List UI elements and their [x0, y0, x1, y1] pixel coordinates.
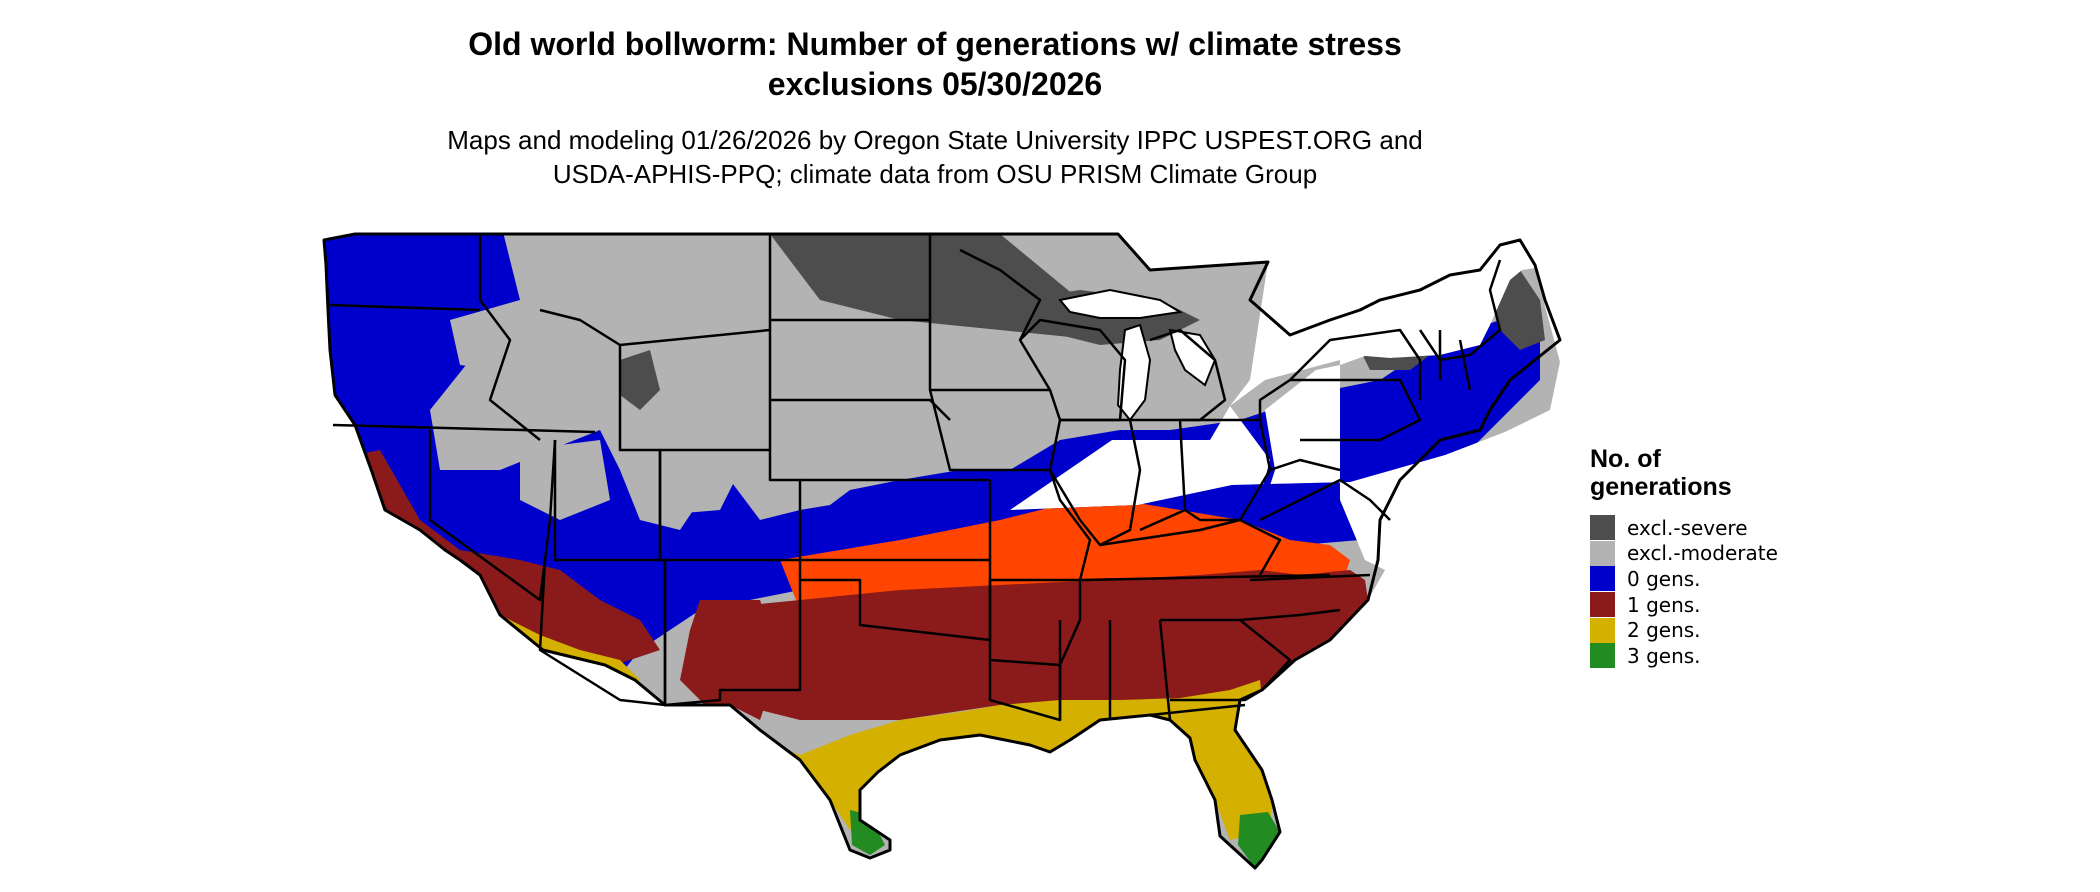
- legend-label: excl.-moderate: [1627, 541, 1778, 566]
- legend-item-excl-severe: excl.-severe: [1590, 515, 1778, 541]
- border-mo: [988, 469, 1092, 582]
- legend-label: 2 gens.: [1627, 618, 1701, 643]
- lake-huron: [1168, 328, 1217, 387]
- us-outline: [322, 232, 1562, 870]
- great-lakes: [1058, 288, 1217, 422]
- legend-item-excl-moderate: excl.-moderate: [1590, 540, 1778, 567]
- border-new-england: [1418, 259, 1502, 391]
- map-subtitle: Maps and modeling 01/26/2026 by Oregon S…: [447, 125, 1423, 189]
- border-sd-ne: [770, 398, 951, 421]
- border-ga: [1160, 618, 1292, 702]
- border-or-ca: [332, 423, 596, 434]
- border-ny: [1289, 328, 1422, 400]
- legend-swatch: [1590, 566, 1615, 592]
- state-borders: [322, 232, 1562, 870]
- legend-label: 3 gens.: [1627, 643, 1701, 668]
- legend-swatch: [1590, 617, 1615, 643]
- legend-item-2-gens: 2 gens.: [1590, 617, 1778, 643]
- legend: No. of generations excl.-severe excl.-mo…: [1590, 445, 1778, 669]
- zone-excl-severe-wyoming: [620, 350, 660, 410]
- border-wa-or: [329, 303, 481, 312]
- legend-item-1-gens: 1 gens.: [1590, 592, 1778, 618]
- border-pa-ny: [1258, 378, 1422, 442]
- border-ms-al: [1058, 619, 1172, 721]
- zone-one-gens-south: [700, 570, 1368, 720]
- border-wy: [618, 330, 772, 452]
- legend-title: No. of generations: [1590, 445, 1732, 501]
- border-va-wv: [1259, 458, 1391, 522]
- map-title: Old world bollworm: Number of generation…: [468, 26, 1402, 102]
- zone-zero-gens-west: [324, 234, 1540, 700]
- lake-superior: [1058, 288, 1183, 319]
- legend-label: excl.-severe: [1627, 515, 1748, 540]
- legend-item-0-gens: 0 gens.: [1590, 566, 1778, 592]
- border-nv: [428, 430, 557, 602]
- us-generations-map: [322, 232, 1562, 870]
- legend-swatch: [1590, 540, 1615, 566]
- zone-one-gens-southwest: [355, 450, 660, 670]
- border-ky: [1099, 518, 1282, 576]
- legend-label: 0 gens.: [1627, 566, 1701, 591]
- border-id: [478, 234, 541, 441]
- zone-three-gens-florida: [1238, 812, 1280, 868]
- lake-michigan: [1116, 323, 1152, 422]
- zone-excl-moderate-west-patch: [450, 300, 540, 370]
- legend-swatch: [1590, 643, 1615, 669]
- zone-three-gens-texas: [850, 810, 885, 855]
- border-mt: [500, 232, 772, 347]
- border-sc-nc: [1239, 573, 1371, 622]
- legend-label: 1 gens.: [1627, 592, 1701, 617]
- border-co: [658, 450, 802, 562]
- border-oh: [1180, 418, 1272, 522]
- generation-zones: [324, 234, 1560, 868]
- border-nm: [663, 560, 802, 707]
- zone-two-gens-gulf: [760, 680, 1272, 840]
- zone-excl-moderate-utah: [520, 440, 610, 520]
- border-fl: [1149, 703, 1246, 717]
- legend-swatch: [1590, 515, 1615, 541]
- border-ky-tn: [1079, 573, 1331, 582]
- legend-item-3-gens: 3 gens.: [1590, 643, 1778, 669]
- border-in: [1130, 418, 1187, 532]
- legend-swatch: [1590, 592, 1615, 618]
- border-mi: [1149, 328, 1227, 422]
